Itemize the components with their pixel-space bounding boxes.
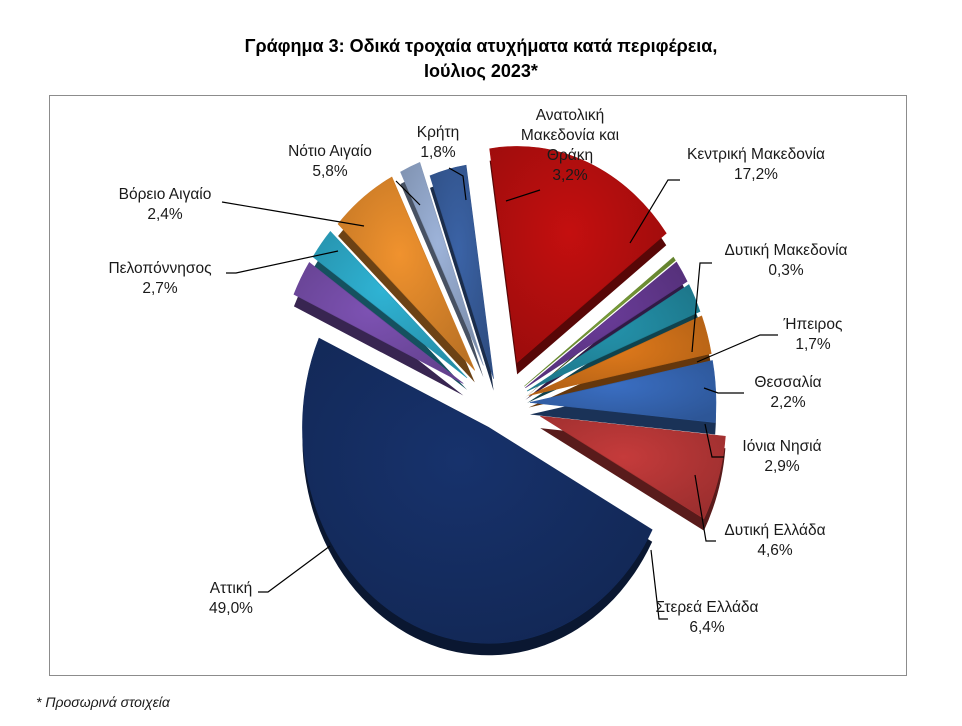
pie-slice-1	[489, 146, 667, 363]
pie-slice-3	[525, 261, 688, 389]
slice-value-label: 6,4%	[689, 619, 725, 636]
slice-name-label: Θεσσαλία	[754, 374, 821, 391]
leader-line	[448, 167, 467, 201]
slice-value-label: 17,2%	[734, 166, 778, 183]
pie-slice-4	[526, 284, 701, 392]
slice-label: Ιόνια Νησιά 2,9%	[742, 438, 821, 475]
pie-slice-2	[524, 256, 676, 387]
slice-value-label: 5,8%	[312, 163, 348, 180]
slice-label: Δυτική Ελλάδα 4,6%	[724, 522, 825, 559]
slice-name-label: Πελοπόννησος	[108, 260, 211, 277]
slice-label: Αττική 49,0%	[209, 580, 253, 617]
leader-line	[694, 474, 716, 542]
slice-name-label: Στερεά Ελλάδα	[655, 599, 758, 616]
slice-value-label: 4,6%	[757, 542, 793, 559]
leader-line	[505, 189, 541, 202]
slice-value-label: 2,9%	[764, 458, 800, 475]
slice-value-label: 2,4%	[147, 206, 183, 223]
slice-value-label: 1,8%	[420, 144, 456, 161]
leader-line	[703, 387, 744, 394]
slice-value-label: 49,0%	[209, 600, 253, 617]
leader-line	[221, 201, 365, 227]
slice-label: Κρήτη 1,8%	[417, 124, 460, 161]
pie-slice-8	[302, 337, 653, 644]
slice-label: Ήπειρος 1,7%	[783, 316, 843, 353]
leader-line	[696, 334, 778, 363]
slice-value-label: 2,2%	[770, 394, 806, 411]
chart-title-line2: Ιούλιος 2023*	[424, 61, 538, 81]
slice-name-label: Θράκη	[547, 147, 593, 164]
chart-title-line1: Γράφημα 3: Οδικά τροχαία ατυχήματα κατά …	[244, 36, 718, 56]
leader-line	[258, 545, 331, 593]
pie-labels: Ανατολική Μακεδονία και Θράκη 3,2% Κεντρική …	[108, 107, 847, 636]
slice-label: Δυτική Μακεδονία 0,3%	[724, 242, 847, 279]
slice-label: Θεσσαλία 2,2%	[754, 374, 821, 411]
pie-slice-7	[540, 415, 726, 520]
slice-label: Ανατολική Μακεδονία και Θράκη 3,2%	[521, 107, 619, 184]
slice-value-label: 0,3%	[768, 262, 804, 279]
footnote: * Προσωρινά στοιχεία	[36, 694, 170, 710]
leader-line	[226, 250, 339, 274]
leader-line	[650, 549, 668, 620]
pie-slice-5	[528, 315, 712, 396]
slice-name-label: Κεντρική Μακεδονία	[687, 146, 825, 163]
slice-label: Πελοπόννησος 2,7%	[108, 260, 211, 297]
pie-slice-12	[400, 162, 484, 366]
slice-name-label: Δυτική Ελλάδα	[724, 522, 825, 539]
chart-title: Γράφημα 3: Οδικά τροχαία ατυχήματα κατά …	[0, 34, 962, 84]
slice-name-label: Ανατολική	[536, 107, 605, 124]
slice-label: Νότιο Αιγαίο 5,8%	[288, 143, 372, 180]
slice-name-label: Μακεδονία και	[521, 127, 619, 144]
pie-slice-11	[337, 176, 476, 371]
pie-slice-0	[429, 164, 494, 379]
slice-label: Κεντρική Μακεδονία 17,2%	[687, 146, 825, 183]
slice-value-label: 3,2%	[552, 167, 588, 184]
slice-value-label: 1,7%	[795, 336, 831, 353]
slice-name-label: Βόρειο Αιγαίο	[119, 186, 212, 203]
slice-name-label: Δυτική Μακεδονία	[724, 242, 847, 259]
leader-line	[704, 423, 724, 458]
leader-line	[395, 180, 421, 206]
slice-name-label: Ιόνια Νησιά	[742, 438, 821, 455]
slice-name-label: Κρήτη	[417, 124, 460, 141]
pie-slice-6	[529, 360, 717, 423]
pie-slice-side	[429, 177, 494, 391]
leader-line	[629, 179, 680, 244]
slice-label: Βόρειο Αιγαίο 2,4%	[119, 186, 212, 223]
pie-slice-9	[293, 262, 464, 384]
slice-label: Στερεά Ελλάδα 6,4%	[655, 599, 758, 636]
leader-line	[691, 262, 712, 353]
slice-name-label: Αττική	[210, 580, 252, 597]
pie-slices	[293, 146, 726, 644]
slice-value-label: 2,7%	[142, 280, 178, 297]
pie-slice-side	[400, 174, 484, 378]
slice-name-label: Ήπειρος	[783, 316, 843, 333]
slice-name-label: Νότιο Αιγαίο	[288, 143, 372, 160]
